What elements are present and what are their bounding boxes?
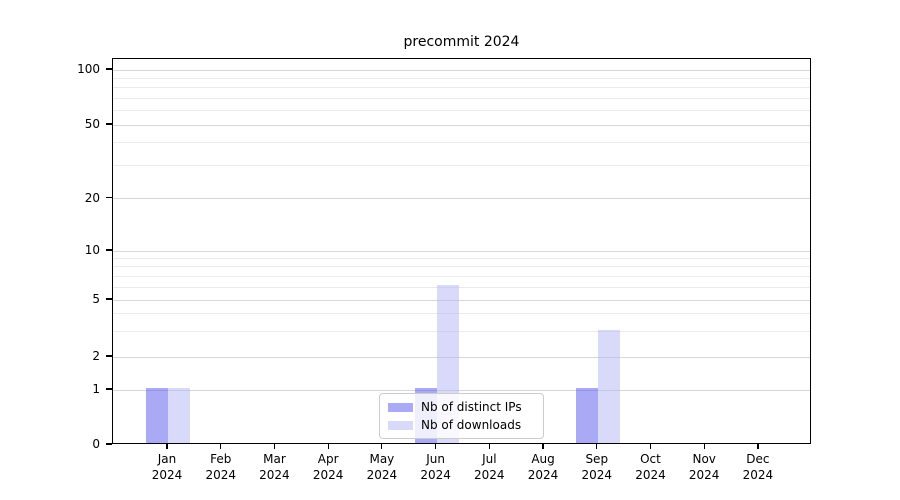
major-gridline-50 [113, 124, 810, 126]
y-tick-label-2: 2 [92, 349, 100, 363]
x-tick-mark-mar [273, 444, 276, 449]
minor-gridline-3 [113, 331, 810, 333]
legend-swatch-distinct-ips [388, 402, 413, 412]
bar-downloads-sep [597, 329, 620, 443]
x-tick-mark-may [381, 444, 383, 449]
minor-gridline-7 [113, 275, 810, 277]
legend: Nb of distinct IPs Nb of downloads [379, 393, 544, 439]
y-tick-mark-2 [106, 355, 112, 357]
x-tick-mark-oct [649, 444, 652, 449]
major-gridline-100 [113, 69, 810, 71]
x-tick-label-aug: Aug 2024 [527, 452, 559, 483]
y-tick-label-1: 1 [92, 382, 100, 396]
x-tick-label-jun: Jun 2024 [420, 452, 451, 483]
legend-label-downloads: Nb of downloads [421, 418, 522, 432]
minor-gridline-30 [113, 165, 810, 167]
x-tick-mark-jan [166, 444, 168, 449]
minor-gridline-40 [113, 142, 810, 144]
x-tick-label-dec: Dec 2024 [742, 452, 774, 483]
x-tick-label-jul: Jul 2024 [474, 452, 505, 483]
y-tick-label-50: 50 [84, 117, 100, 131]
legend-label-distinct-ips: Nb of distinct IPs [421, 400, 522, 414]
x-tick-label-may: May 2024 [366, 452, 398, 483]
minor-gridline-9 [113, 257, 810, 259]
bar-downloads-jan [168, 388, 190, 443]
major-gridline-5 [113, 299, 810, 301]
y-tick-mark-100 [106, 68, 112, 70]
chart-title: precommit 2024 [403, 34, 520, 50]
major-gridline-10 [113, 250, 810, 252]
x-tick-mark-jun [435, 444, 437, 449]
minor-gridline-4 [113, 313, 810, 315]
x-tick-label-nov: Nov 2024 [688, 452, 720, 483]
major-gridline-1 [113, 389, 810, 391]
bar-distinct-ips-sep [575, 388, 598, 443]
x-tick-label-apr: Apr 2024 [312, 452, 344, 483]
legend-item-downloads: Nb of downloads [388, 418, 535, 432]
x-tick-mark-feb [220, 444, 222, 449]
legend-swatch-downloads [388, 420, 413, 430]
x-tick-label-oct: Oct 2024 [635, 452, 666, 483]
major-gridline-20 [113, 198, 810, 199]
y-tick-mark-10 [106, 249, 112, 251]
x-tick-label-jan: Jan 2024 [151, 452, 183, 483]
x-tick-mark-apr [327, 444, 329, 449]
y-tick-mark-50 [106, 123, 112, 125]
minor-gridline-70 [113, 97, 810, 99]
x-tick-mark-dec [757, 444, 759, 449]
legend-item-distinct-ips: Nb of distinct IPs [388, 400, 535, 414]
x-tick-label-sep: Sep 2024 [581, 452, 613, 483]
y-tick-label-0: 0 [92, 437, 100, 451]
x-tick-mark-nov [703, 444, 705, 449]
x-tick-mark-aug [542, 444, 544, 449]
x-tick-label-mar: Mar 2024 [259, 452, 290, 483]
y-tick-label-20: 20 [84, 190, 100, 205]
minor-gridline-6 [113, 286, 810, 288]
y-tick-mark-5 [106, 298, 112, 300]
x-tick-mark-sep [596, 444, 598, 449]
y-tick-label-10: 10 [84, 243, 100, 257]
plot-area: Nb of distinct IPs Nb of downloads [112, 58, 811, 444]
minor-gridline-60 [113, 110, 810, 112]
minor-gridline-80 [113, 87, 810, 89]
x-tick-mark-jul [488, 444, 490, 449]
y-tick-label-100: 100 [77, 62, 100, 76]
major-gridline-2 [113, 356, 810, 358]
y-tick-label-5: 5 [92, 292, 100, 306]
y-tick-mark-0 [106, 443, 112, 445]
minor-gridline-90 [113, 77, 810, 79]
y-tick-mark-1 [106, 388, 112, 390]
x-tick-label-feb: Feb 2024 [205, 452, 236, 483]
bar-distinct-ips-jan [146, 388, 168, 443]
y-tick-mark-20 [106, 196, 112, 199]
minor-gridline-8 [113, 266, 810, 268]
